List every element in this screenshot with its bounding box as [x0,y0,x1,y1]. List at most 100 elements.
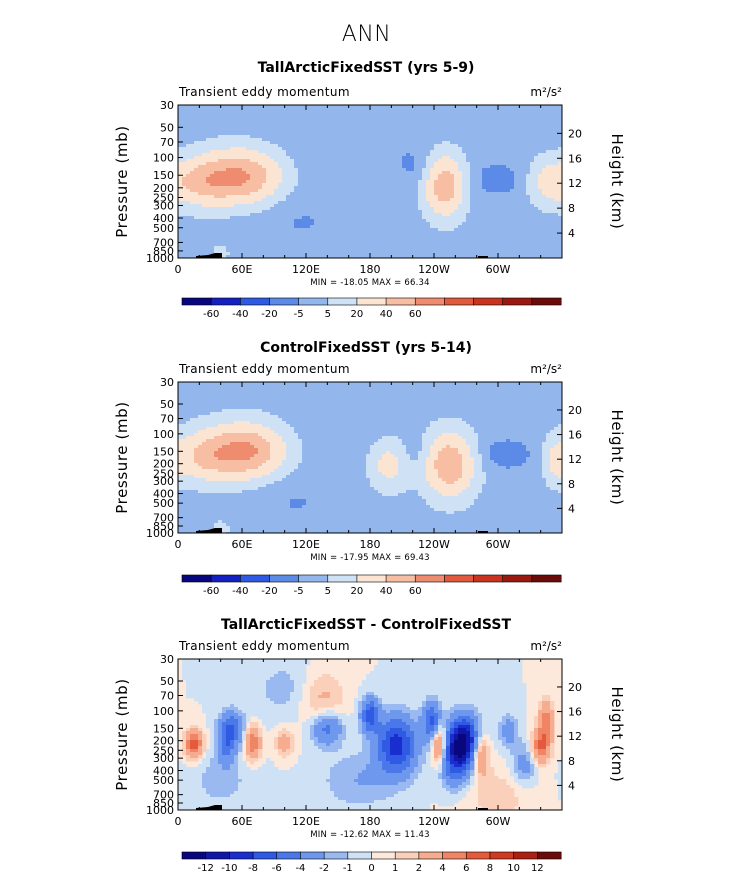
field-cell [206,135,211,139]
field-cell [386,219,391,223]
field-cell [522,228,527,232]
field-cell [466,255,471,259]
field-cell [366,123,371,127]
field-cell [314,114,319,118]
field-cell [218,234,223,238]
field-cell [462,135,467,139]
y-tick-label: 500 [153,222,174,235]
field-cell [346,186,351,190]
field-cell [530,177,535,181]
field-cell [334,240,339,244]
field-cell [450,111,455,115]
field-cell [330,222,335,226]
field-cell [342,222,347,226]
field-cell [526,192,531,196]
field-cell [282,249,287,253]
field-cell [218,225,223,229]
field-cell [318,231,323,235]
field-cell [514,249,519,253]
field-cell [558,144,563,148]
field-cell [378,240,383,244]
field-cell [406,105,411,109]
field-cell [362,231,367,235]
field-cell [510,129,515,133]
x-tick-label: 60E [232,263,253,276]
field-cell [394,180,399,184]
field-cell [454,129,459,133]
field-cell [410,252,415,256]
field-cell [498,225,503,229]
field-cell [330,207,335,211]
field-cell [422,210,427,214]
field-cell [478,204,483,208]
field-cell [222,129,227,133]
field-cell [186,189,191,193]
field-cell [390,114,395,118]
field-cell [222,135,227,139]
field-cell [522,153,527,157]
field-cell [522,180,527,184]
field-cell [454,171,459,175]
field-cell [458,120,463,124]
field-cell [222,138,227,142]
field-cell [478,195,483,199]
field-cell [294,252,299,256]
field-cell [198,228,203,232]
field-cell [526,189,531,193]
field-cell [182,216,187,220]
field-cell [546,219,551,223]
field-cell [250,132,255,136]
field-cell [238,183,243,187]
field-cell [542,162,547,166]
field-cell [302,210,307,214]
field-cell [550,246,555,250]
field-cell [230,243,235,247]
field-cell [182,165,187,169]
field-cell [382,222,387,226]
field-cell [210,249,215,253]
field-cell [442,147,447,151]
field-cell [286,174,291,178]
field-cell [318,198,323,202]
field-cell [514,228,519,232]
field-cell [466,132,471,136]
field-cell [542,138,547,142]
field-cell [398,186,403,190]
field-cell [234,177,239,181]
field-cell [186,249,191,253]
field-cell [230,207,235,211]
field-cell [458,201,463,205]
field-cell [534,198,539,202]
field-cell [270,186,275,190]
field-cell [398,201,403,205]
field-cell [550,105,555,109]
field-cell [346,165,351,169]
field-cell [550,177,555,181]
field-cell [418,255,423,259]
field-cell [242,153,247,157]
field-cell [318,180,323,184]
field-cell [462,126,467,130]
field-cell [398,126,403,130]
field-cell [410,147,415,151]
field-cell [210,240,215,244]
field-cell [190,144,195,148]
field-cell [262,177,267,181]
field-cell [182,189,187,193]
field-cell [314,123,319,127]
field-cell [342,171,347,175]
field-cell [494,204,499,208]
field-cell [378,195,383,199]
field-cell [406,150,411,154]
field-cell [266,189,271,193]
field-cell [198,240,203,244]
field-cell [186,207,191,211]
field-cell [234,231,239,235]
field-cell [270,234,275,238]
field-cell [226,111,231,115]
field-cell [258,213,263,217]
field-cell [370,132,375,136]
field-cell [398,153,403,157]
field-cell [550,225,555,229]
field-cell [206,222,211,226]
